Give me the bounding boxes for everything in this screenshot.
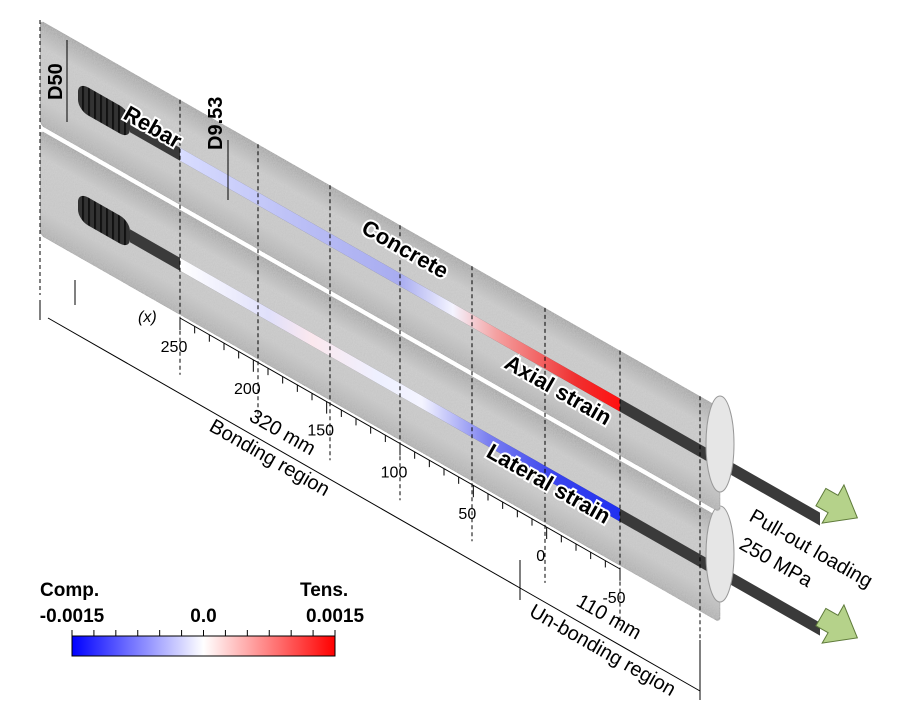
rebar-head xyxy=(78,195,130,246)
colorbar-tick-label: -0.0015 xyxy=(40,606,105,627)
concrete-diameter: D50 xyxy=(45,63,67,100)
section-lines xyxy=(39,20,701,672)
axial-strain-band xyxy=(180,147,620,412)
x-axis-ticks: 250 200 150 100 50 0 -50 xyxy=(161,318,626,607)
axis-name: (x) xyxy=(138,309,157,326)
x-tick-label: 50 xyxy=(458,506,476,523)
load-arrow xyxy=(815,603,859,644)
dimension-lines xyxy=(39,40,701,700)
concrete-top xyxy=(39,21,820,526)
colorbar xyxy=(71,635,336,657)
load-arrow xyxy=(815,483,859,524)
x-tick-label: 200 xyxy=(234,381,261,398)
x-tick-label: 250 xyxy=(161,339,188,356)
x-tick-label: -50 xyxy=(602,590,625,607)
concrete-end xyxy=(705,505,735,603)
colorbar-ticks xyxy=(71,630,336,636)
colorbar-tick-label: 0.0 xyxy=(190,606,216,627)
colorbar-max-label: Tens. xyxy=(300,580,348,601)
colorbar-tick-labels: -0.0015 0.0 0.0015 xyxy=(40,606,365,627)
concrete-end xyxy=(705,395,735,493)
x-tick-label: 100 xyxy=(381,464,408,481)
x-tick-label: 150 xyxy=(307,423,334,440)
x-tick-label: 0 xyxy=(536,548,545,565)
colorbar-tick-label: 0.0015 xyxy=(306,606,365,627)
rebar-diameter: D9.53 xyxy=(205,97,227,150)
colorbar-min-label: Comp. xyxy=(40,580,99,601)
rebar-head xyxy=(78,85,130,136)
